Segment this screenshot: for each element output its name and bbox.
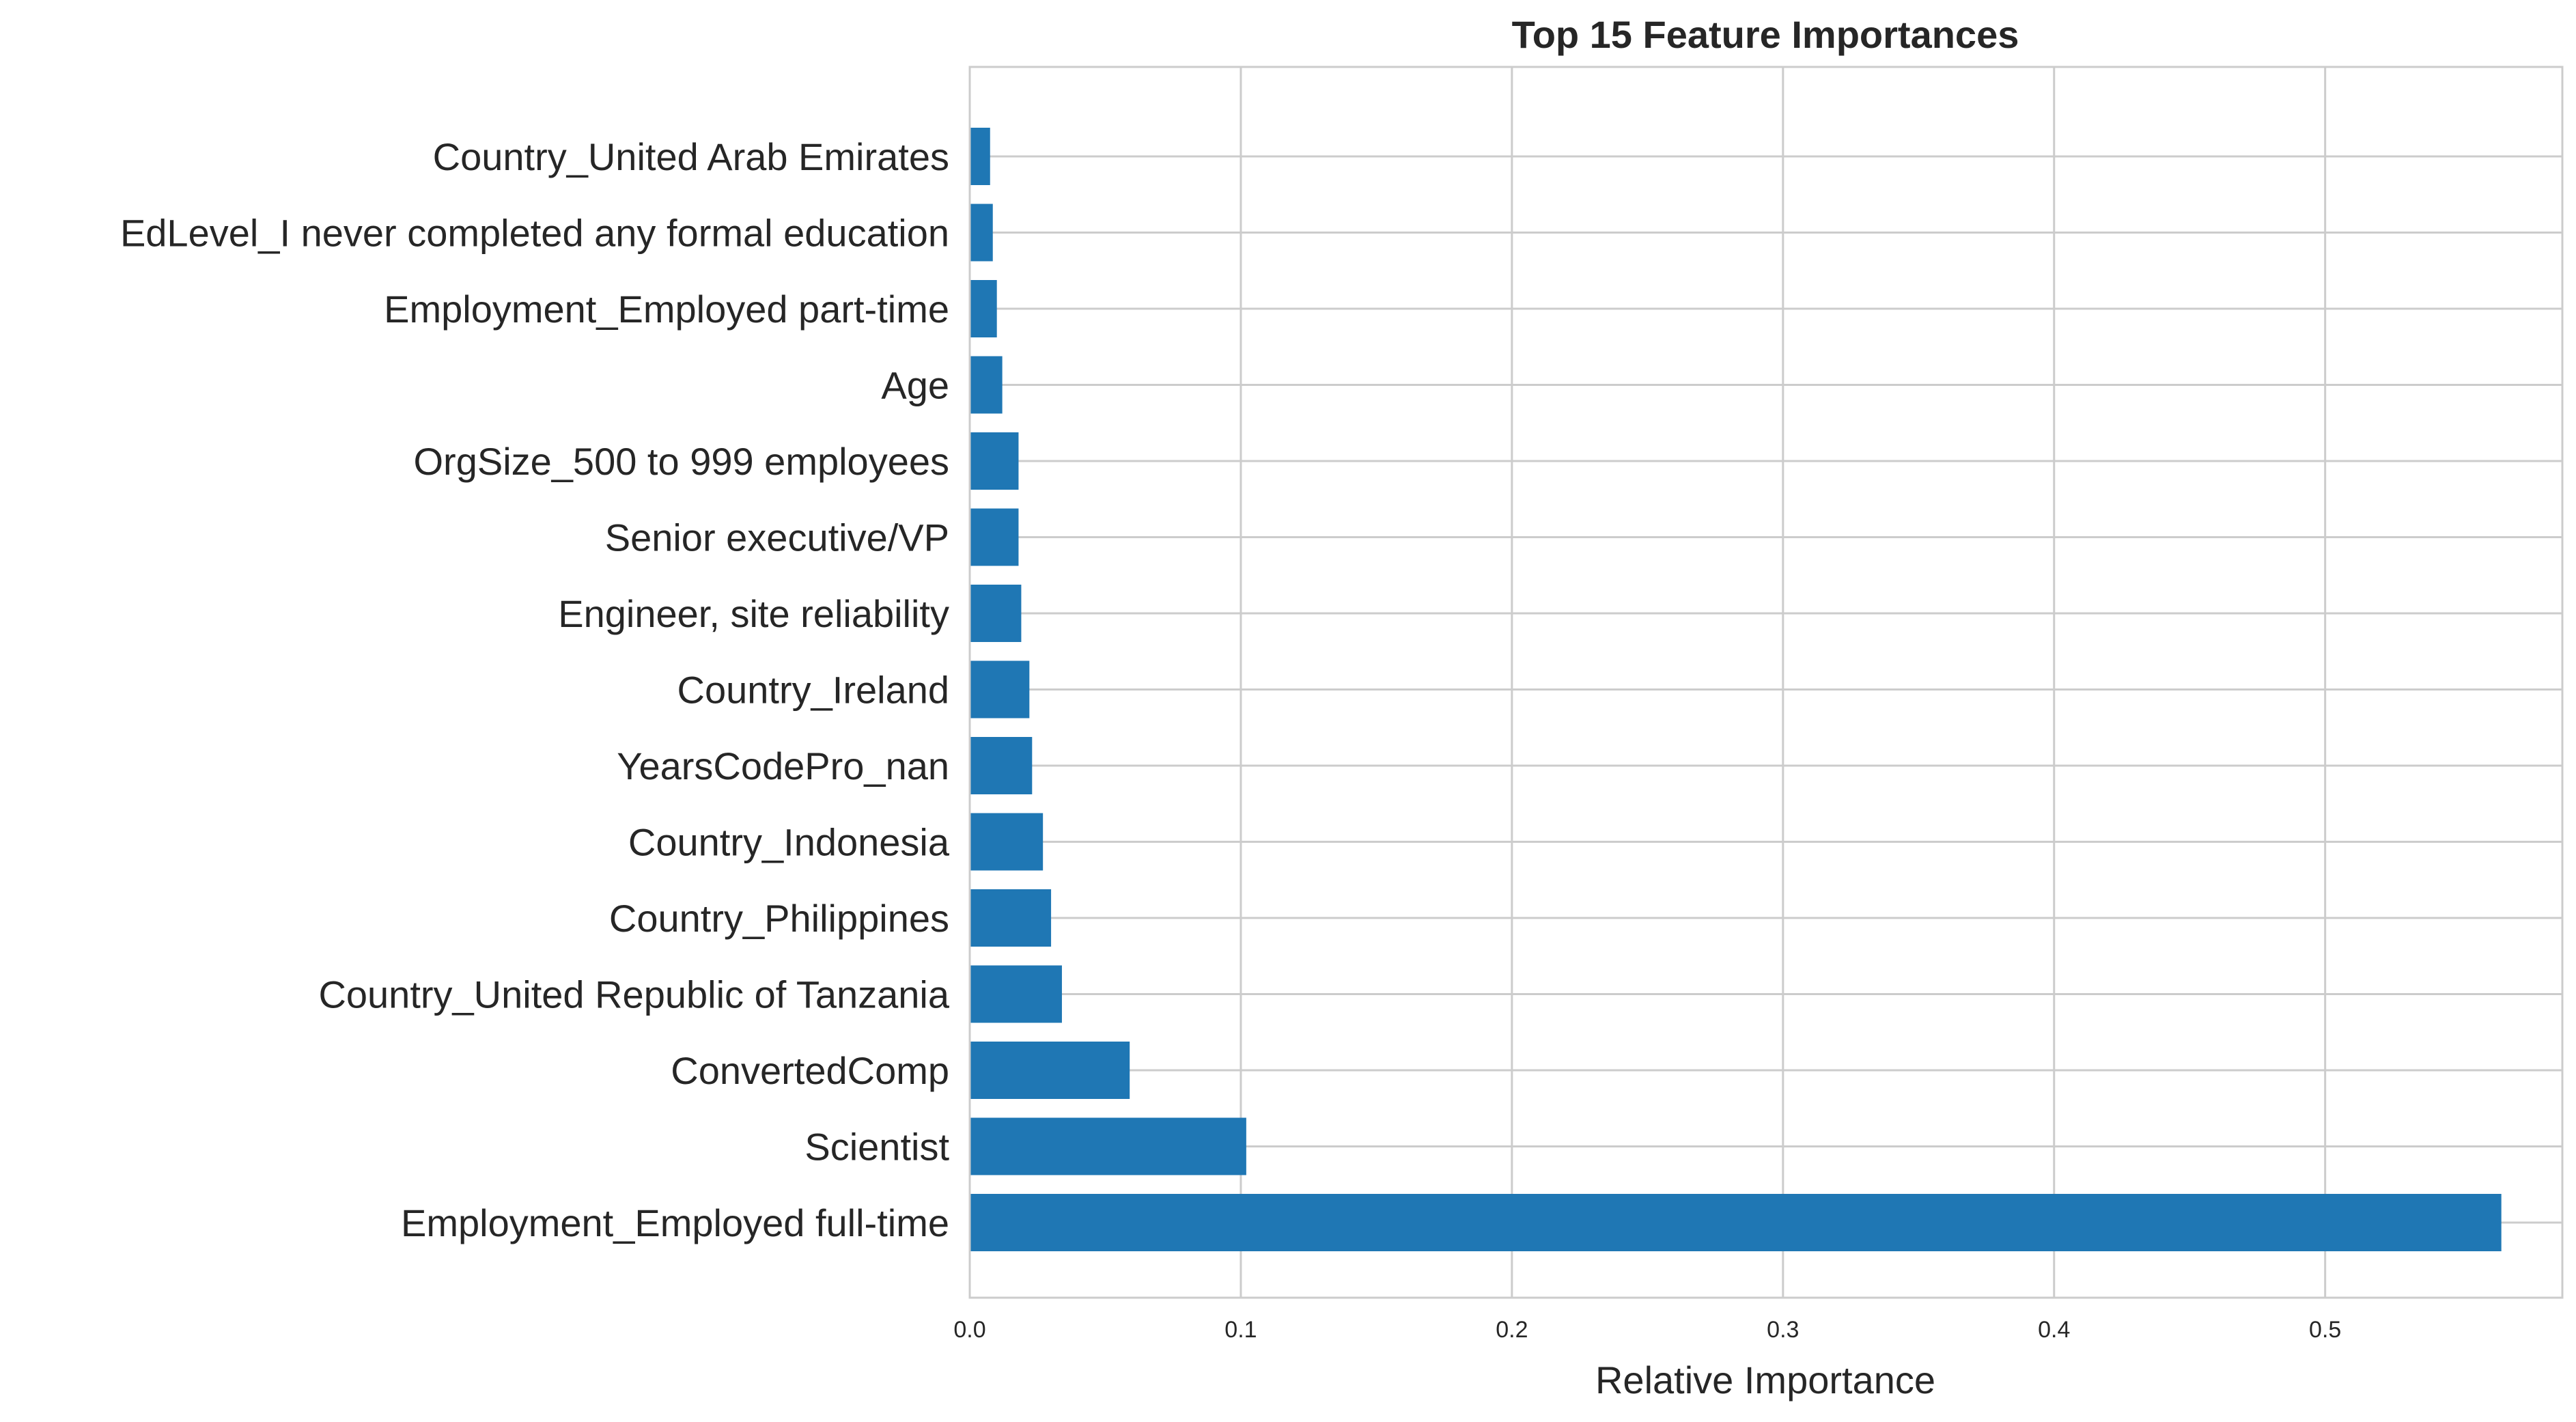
- y-tick-label: Country_United Arab Emirates: [433, 135, 949, 178]
- bar: [970, 660, 1030, 719]
- bar: [970, 737, 1033, 794]
- x-tick-label: 0.5: [2309, 1317, 2341, 1343]
- y-tick-label: Scientist: [804, 1126, 949, 1169]
- y-tick-label: OrgSize_500 to 999 employees: [414, 440, 950, 483]
- y-tick-label: ConvertedComp: [671, 1049, 949, 1092]
- y-tick-label: Senior executive/VP: [605, 516, 949, 559]
- bar: [970, 965, 1062, 1023]
- bar: [970, 204, 993, 262]
- bar: [970, 889, 1052, 947]
- bar: [970, 1117, 1246, 1175]
- bar: [970, 1194, 2502, 1251]
- y-tick-label: Age: [881, 364, 949, 407]
- x-tick-label: 0.3: [1767, 1317, 1799, 1343]
- bar: [970, 585, 1022, 642]
- bar: [970, 508, 1019, 566]
- chart-title: Top 15 Feature Importances: [1512, 13, 2019, 56]
- y-tick-label: Country_Indonesia: [628, 821, 950, 864]
- bar: [970, 432, 1019, 490]
- bar: [970, 813, 1044, 871]
- grid-layer: [968, 67, 2562, 1298]
- bar: [970, 356, 1003, 414]
- y-tick-label: YearsCodePro_nan: [617, 744, 949, 787]
- plot-border: [968, 66, 2564, 1299]
- y-tick-label: Engineer, site reliability: [558, 592, 949, 635]
- y-tick-label: Country_Philippines: [609, 897, 949, 940]
- x-tick-label: 0.0: [953, 1317, 985, 1343]
- y-tick-label: Country_United Republic of Tanzania: [318, 973, 949, 1016]
- y-tick-label: Employment_Employed full-time: [401, 1201, 949, 1244]
- bars-layer: [970, 128, 2502, 1251]
- bar: [970, 128, 990, 185]
- y-tick-label: Country_Ireland: [677, 669, 949, 712]
- x-tick-label: 0.1: [1224, 1317, 1257, 1343]
- x-tick-labels: 0.0 0.1 0.2 0.3 0.4 0.5: [953, 1317, 2341, 1343]
- x-tick-label: 0.2: [1496, 1317, 1528, 1343]
- y-tick-label: EdLevel_I never completed any formal edu…: [120, 212, 949, 255]
- x-tick-label: 0.4: [2038, 1317, 2070, 1343]
- bar: [970, 280, 997, 337]
- bar: [970, 1042, 1130, 1099]
- x-axis-label: Relative Importance: [1595, 1358, 1935, 1402]
- y-tick-label: Employment_Employed part-time: [384, 288, 949, 331]
- plot-frame: [968, 66, 2564, 1299]
- y-tick-labels: Employment_Employed full-time Scientist Co…: [120, 135, 950, 1244]
